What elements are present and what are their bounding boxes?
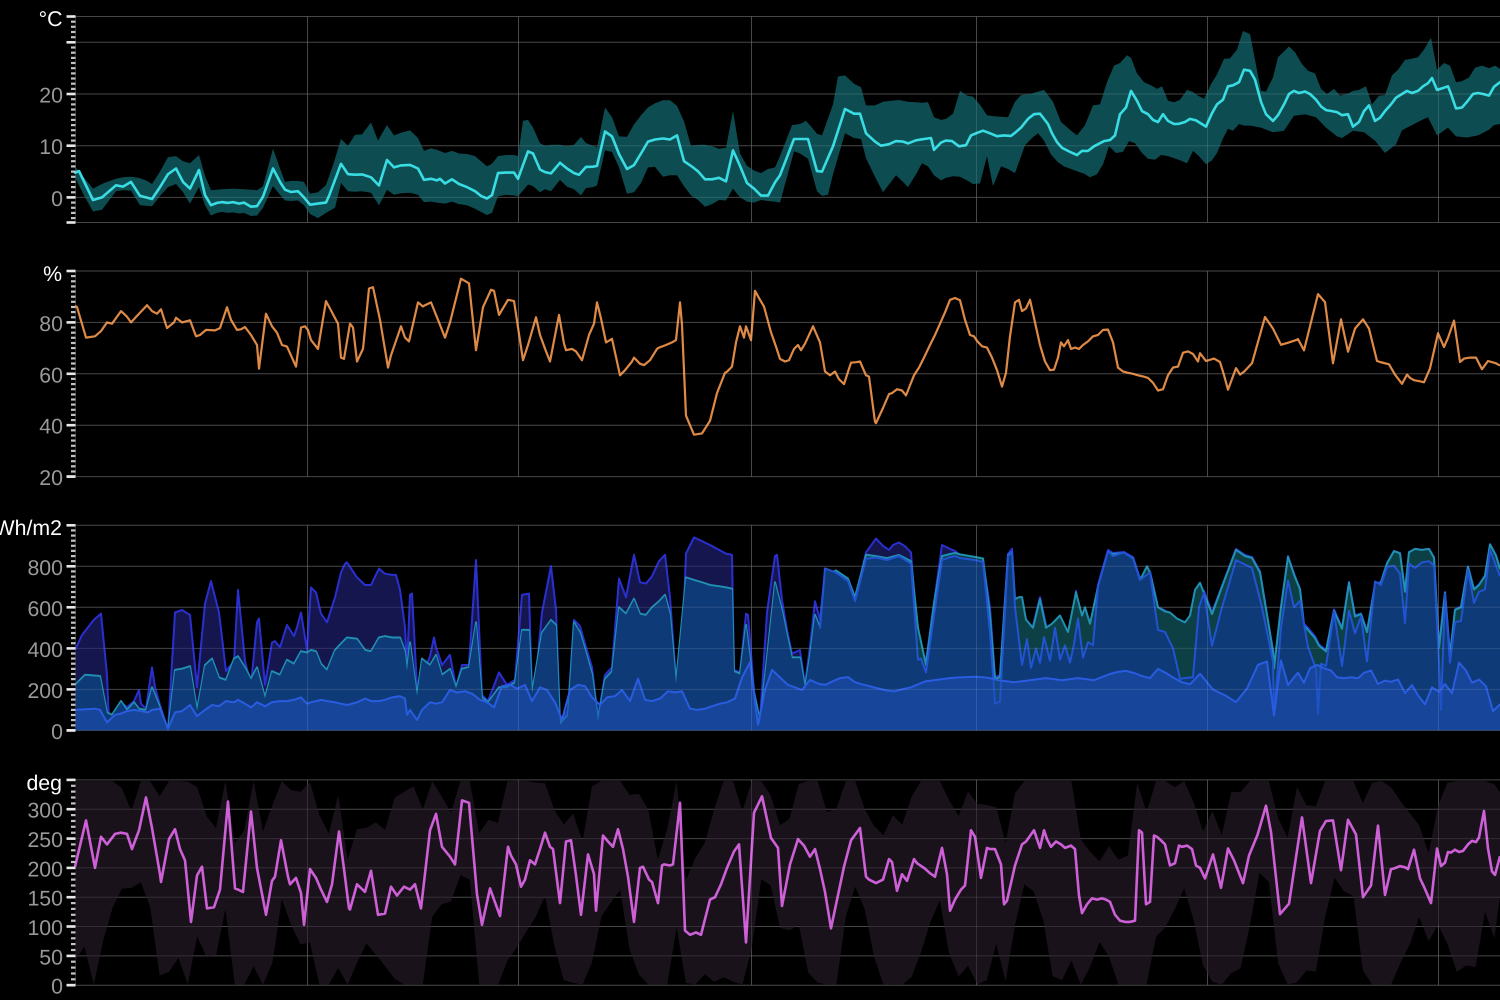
svg-text:20: 20 — [39, 466, 63, 490]
svg-text:250: 250 — [27, 828, 63, 852]
svg-text:0: 0 — [51, 187, 63, 211]
svg-text:10: 10 — [39, 135, 63, 159]
svg-text:300: 300 — [27, 799, 63, 823]
svg-text:60: 60 — [39, 363, 63, 387]
svg-text:0: 0 — [51, 720, 63, 744]
svg-text:40: 40 — [39, 415, 63, 439]
svg-text:800: 800 — [27, 556, 63, 580]
svg-text:°C: °C — [39, 7, 63, 31]
svg-text:600: 600 — [27, 597, 63, 621]
svg-text:400: 400 — [27, 638, 63, 662]
svg-text:Wh/m2: Wh/m2 — [0, 516, 62, 540]
svg-text:%: % — [43, 262, 62, 286]
svg-text:50: 50 — [39, 945, 63, 969]
svg-text:150: 150 — [27, 887, 63, 911]
svg-text:200: 200 — [27, 679, 63, 703]
svg-text:20: 20 — [39, 84, 63, 108]
svg-text:80: 80 — [39, 312, 63, 336]
svg-text:deg: deg — [26, 771, 62, 795]
svg-text:0: 0 — [51, 975, 63, 999]
svg-text:200: 200 — [27, 857, 63, 881]
svg-text:100: 100 — [27, 916, 63, 940]
